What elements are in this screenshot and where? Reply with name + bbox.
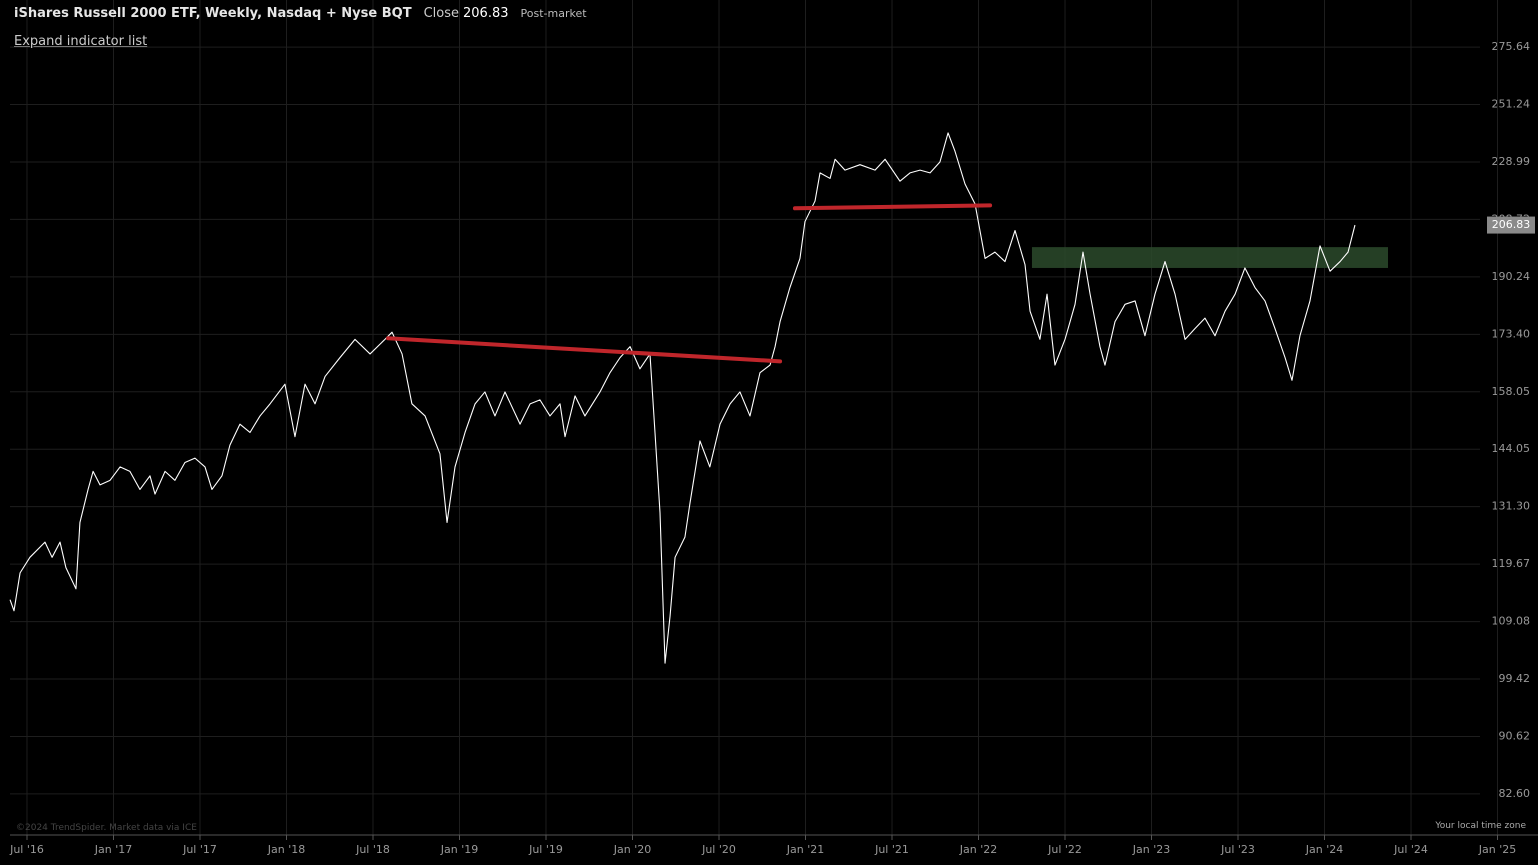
y-tick-label: 158.05 [1492, 385, 1531, 398]
x-tick-label: Jul '16 [9, 843, 44, 856]
x-tick-label: Jan '23 [1132, 843, 1170, 856]
market-status: Post-market [520, 7, 587, 20]
expand-indicator-link[interactable]: Expand indicator list [14, 34, 148, 49]
y-tick-label: 119.67 [1492, 557, 1531, 570]
x-tick-label: Jul '23 [1220, 843, 1255, 856]
y-tick-label: 251.24 [1492, 98, 1531, 111]
copyright: ©2024 TrendSpider. Market data via ICE [16, 823, 197, 833]
x-tick-label: Jul '20 [701, 843, 736, 856]
trendline [792, 203, 993, 211]
x-tick-label: Jan '25 [1478, 843, 1516, 856]
price-tag-bg [1487, 216, 1535, 234]
x-tick-label: Jul '24 [1393, 843, 1428, 856]
price-line [9, 132, 1356, 664]
y-tick-label: 173.40 [1492, 327, 1531, 340]
x-tick-label: Jul '18 [355, 843, 390, 856]
y-tick-label: 144.05 [1492, 442, 1531, 455]
x-tick-label: Jan '18 [267, 843, 305, 856]
close-label: Close [423, 6, 459, 21]
close-value: 206.83 [463, 6, 509, 21]
timezone-note: Your local time zone [1435, 821, 1526, 831]
x-tick-label: Jul '22 [1047, 843, 1082, 856]
x-tick-label: Jan '24 [1305, 843, 1343, 856]
x-tick-label: Jul '17 [182, 843, 217, 856]
zone [1031, 247, 1389, 268]
x-tick-label: Jan '20 [613, 843, 651, 856]
y-tick-label: 109.08 [1492, 615, 1531, 628]
y-tick-label: 275.64 [1492, 40, 1531, 53]
chart-title: iShares Russell 2000 ETF, Weekly, Nasdaq… [14, 6, 412, 21]
x-tick-label: Jul '19 [528, 843, 563, 856]
x-tick-label: Jan '17 [94, 843, 132, 856]
y-tick-label: 90.62 [1499, 729, 1531, 742]
y-tick-label: 99.42 [1499, 672, 1531, 685]
x-tick-label: Jan '22 [959, 843, 997, 856]
y-tick-label: 131.30 [1492, 500, 1531, 513]
y-tick-label: 190.24 [1492, 270, 1531, 283]
header: iShares Russell 2000 ETF, Weekly, Nasdaq… [14, 6, 587, 21]
x-tick-label: Jul '21 [874, 843, 909, 856]
price-tag: 206.83 [1492, 218, 1531, 231]
y-tick-label: 228.99 [1492, 155, 1531, 168]
y-tick-label: 82.60 [1499, 787, 1531, 800]
trendline [386, 336, 783, 364]
x-tick-label: Jan '19 [440, 843, 478, 856]
x-tick-label: Jan '21 [786, 843, 824, 856]
